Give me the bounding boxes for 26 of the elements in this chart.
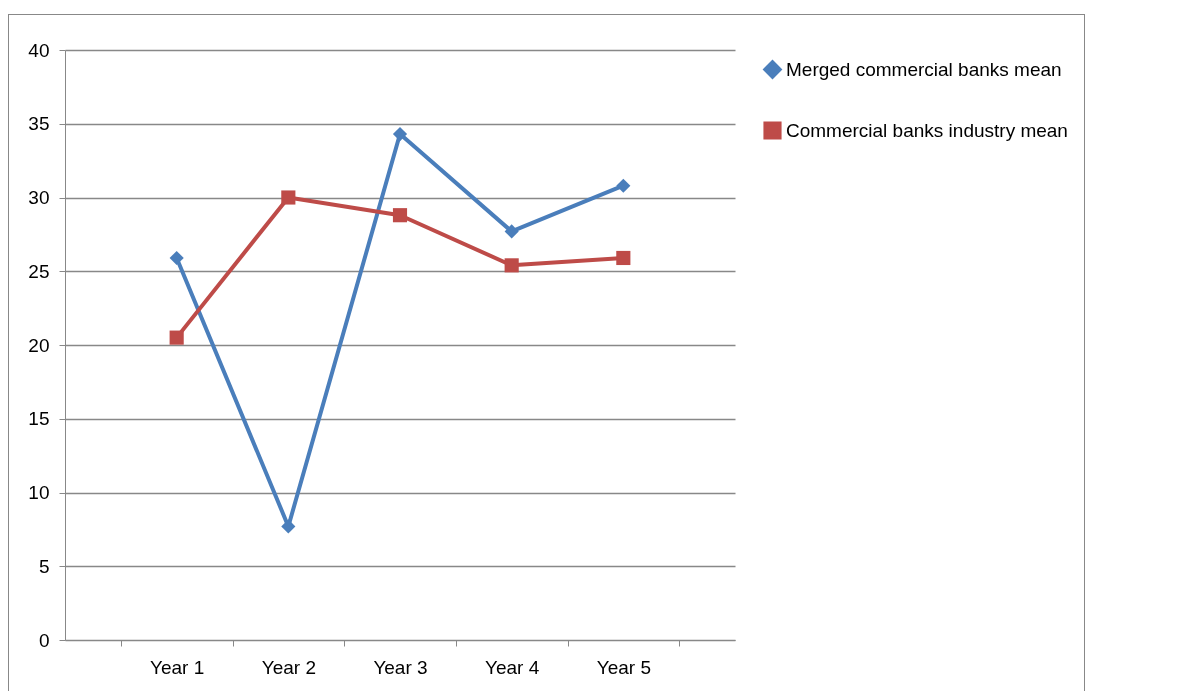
y-tick-label: 20 xyxy=(28,334,50,356)
x-tick-label: Year 3 xyxy=(373,656,428,678)
point xyxy=(504,224,519,239)
y-tick-label: 25 xyxy=(28,260,50,282)
y-tick-label: 0 xyxy=(38,629,50,651)
x-tick-label: Year 5 xyxy=(596,656,651,678)
point xyxy=(616,250,631,266)
y-tick-label: 15 xyxy=(28,408,50,430)
legend-label: Commercial banks industry mean xyxy=(786,119,1068,141)
point xyxy=(392,127,408,142)
y-tick-label: 10 xyxy=(28,482,50,503)
point xyxy=(169,330,184,345)
legend-label: Merged commercial banks mean xyxy=(786,58,1062,80)
point xyxy=(281,190,296,205)
point xyxy=(392,208,408,223)
x-tick-label: Year 2 xyxy=(261,656,316,678)
y-tick-label: 35 xyxy=(28,113,50,135)
y-tick-label: 5 xyxy=(38,555,50,577)
x-tick-label: Year 4 xyxy=(485,656,540,678)
y-tick-label: 40 xyxy=(28,39,50,61)
point xyxy=(616,178,631,193)
point xyxy=(504,258,519,273)
point xyxy=(169,250,184,266)
y-tick-label: 30 xyxy=(28,187,50,208)
point xyxy=(281,519,296,534)
x-tick-label: Year 1 xyxy=(150,656,205,678)
